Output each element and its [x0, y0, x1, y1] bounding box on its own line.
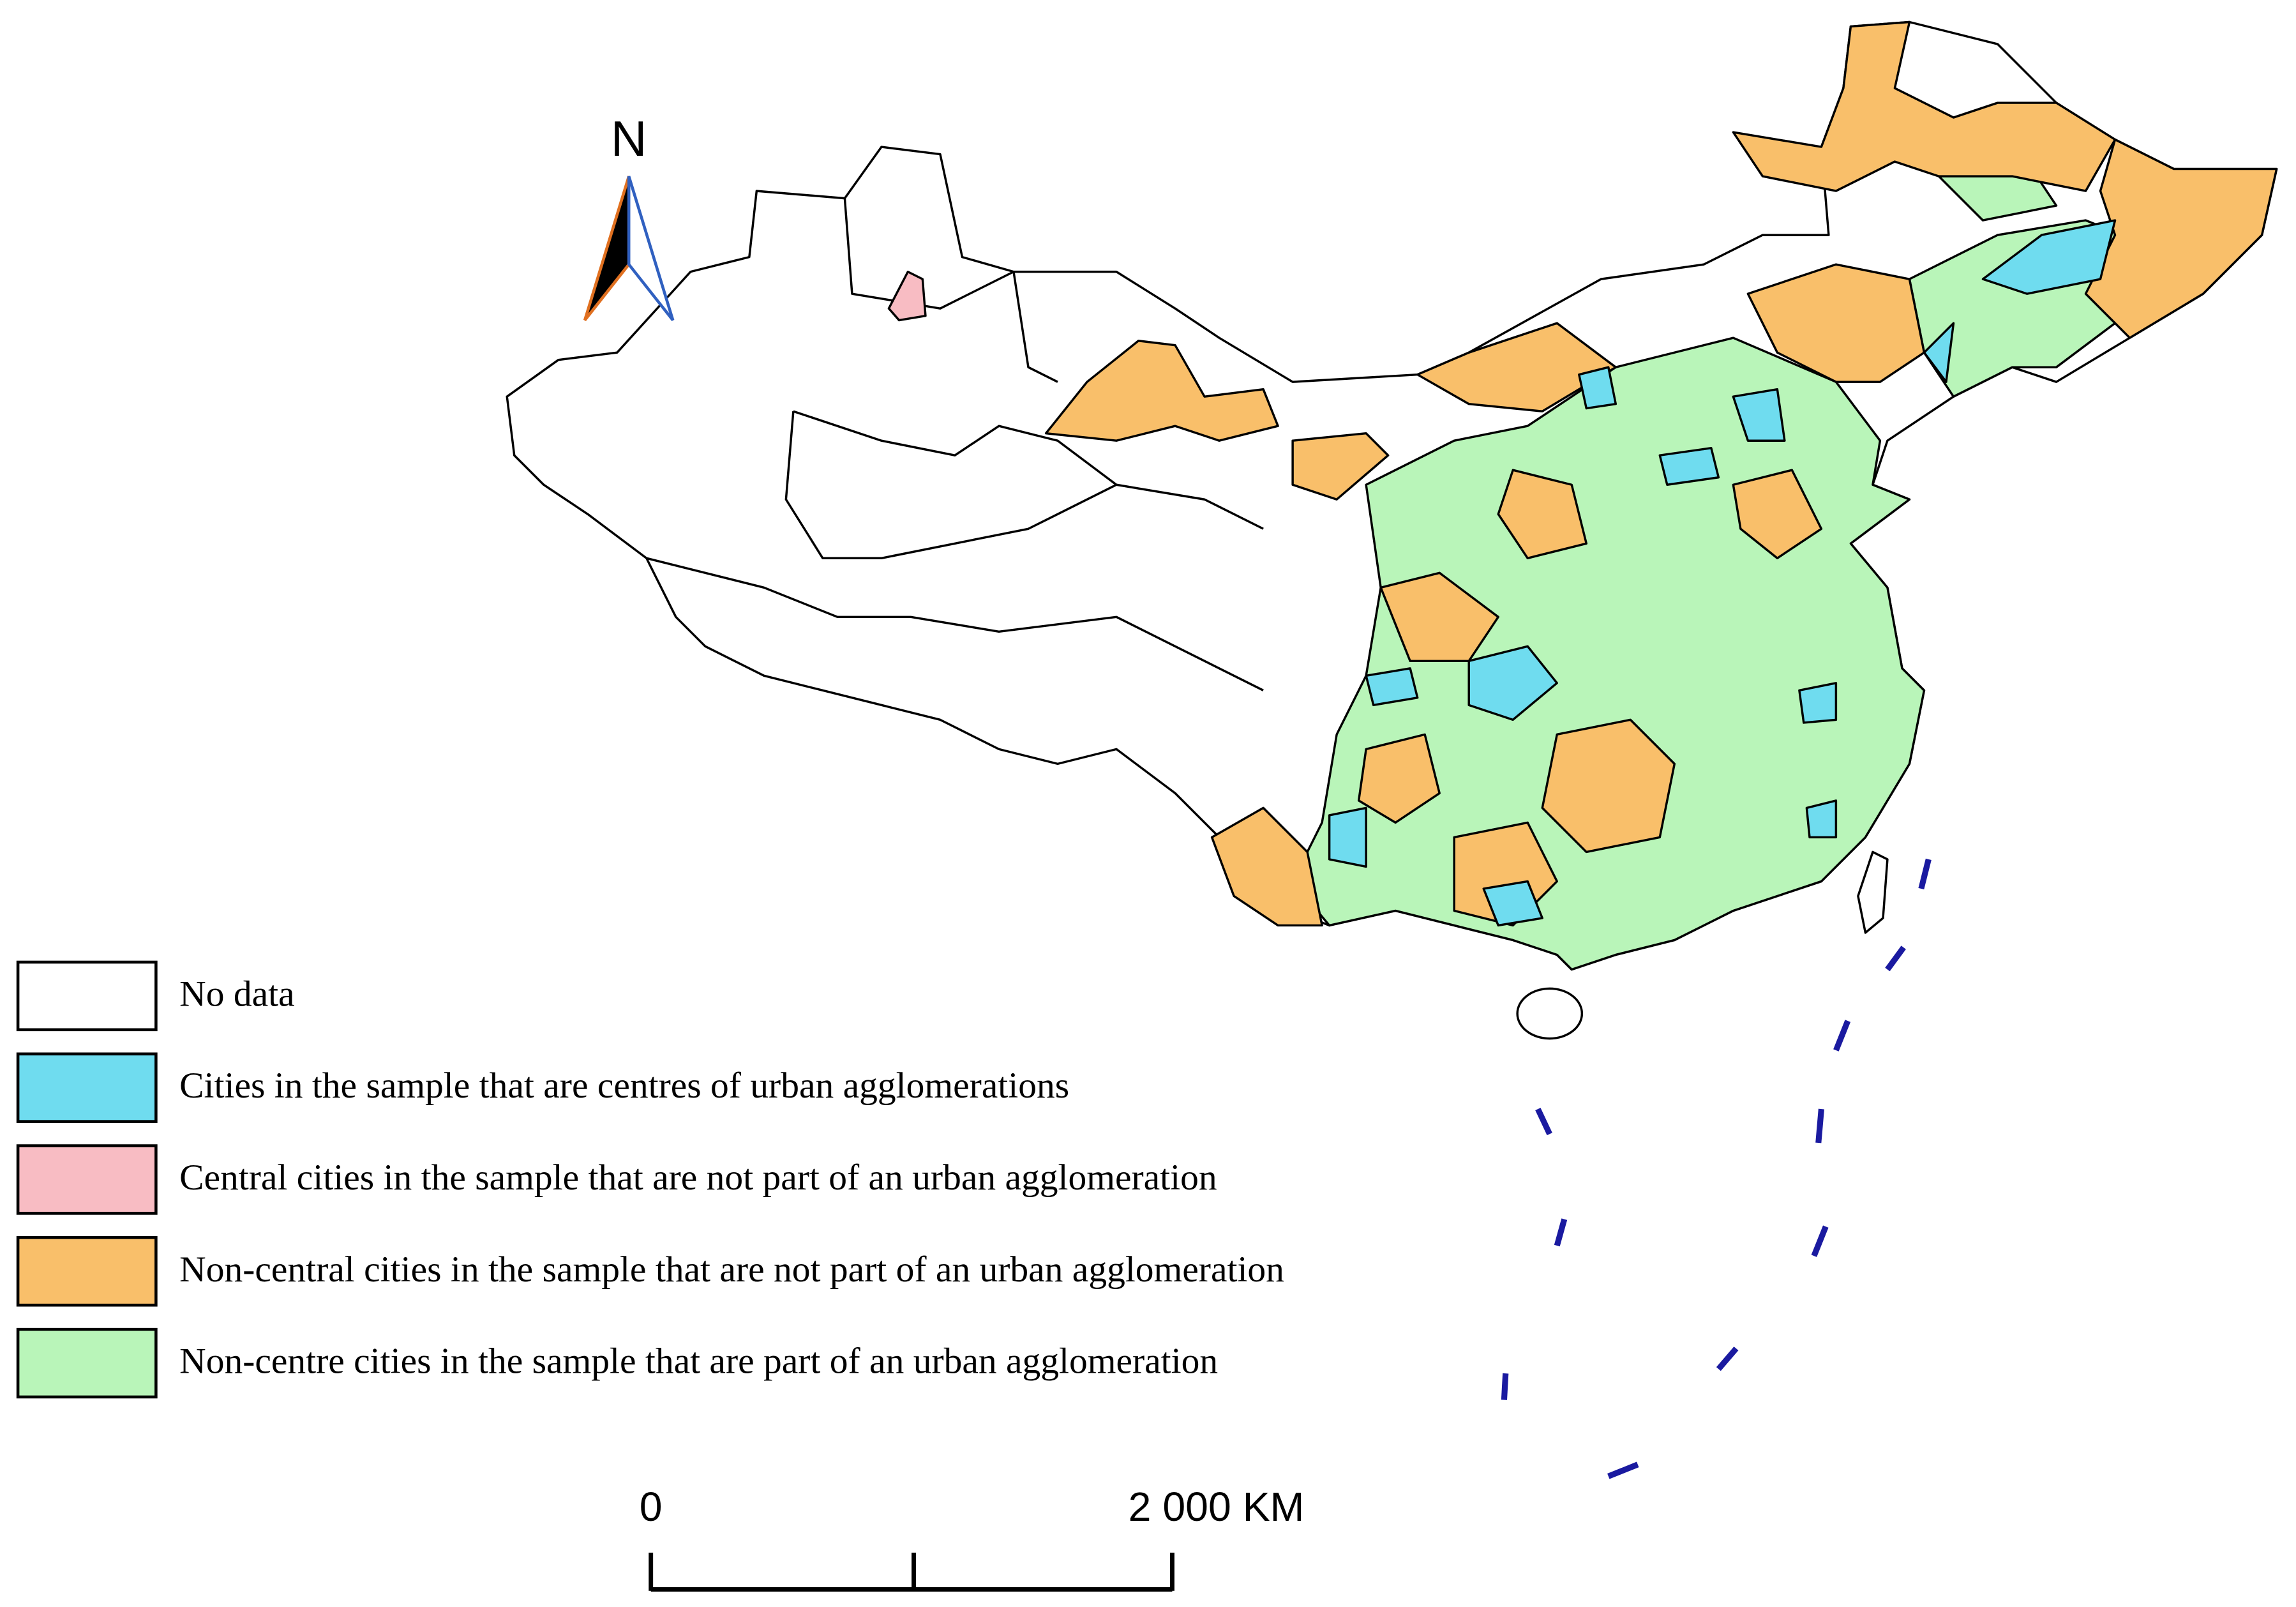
- border: [1012, 271, 1058, 383]
- scale-bar: [649, 1552, 1174, 1592]
- legend-label: Non-centre cities in the sample that are…: [179, 1341, 1218, 1382]
- region-orange: [1416, 322, 1617, 412]
- region-pink: [887, 270, 927, 322]
- region-orange: [1732, 469, 1823, 560]
- north-label: N: [611, 110, 647, 167]
- arrow-half: [627, 176, 675, 321]
- dash-line: [1811, 1225, 1829, 1257]
- legend-label: Central cities in the sample that are no…: [179, 1158, 1217, 1198]
- region-blue: [1805, 799, 1838, 839]
- dash-line: [1535, 1108, 1552, 1136]
- legend-swatch: [16, 960, 158, 1032]
- border: [793, 410, 1264, 530]
- border: [784, 411, 1117, 560]
- scale-label: 2 000 KM: [1129, 1484, 1305, 1530]
- region-blue: [1578, 366, 1617, 410]
- dash-line: [1607, 1461, 1639, 1479]
- north-arrow: N: [583, 110, 675, 321]
- legend-label: Cities in the sample that are centres of…: [179, 1066, 1069, 1106]
- legend-swatch: [16, 1327, 158, 1399]
- region-orange: [1357, 733, 1441, 824]
- dash-line: [1833, 1020, 1851, 1052]
- dash-line: [1885, 946, 1906, 972]
- arrow-half: [583, 176, 631, 321]
- region-orange: [1291, 432, 1390, 501]
- region-orange: [1497, 469, 1587, 560]
- dash-line: [1815, 1108, 1824, 1143]
- region-orange: [1044, 340, 1279, 442]
- region-blue: [1482, 880, 1543, 927]
- region-orange: [1746, 263, 1926, 383]
- legend: No data Cities in the sample that are cen…: [16, 960, 1284, 1399]
- region-blue: [1328, 806, 1367, 868]
- taiwan: [1857, 850, 1889, 934]
- border: [646, 557, 1264, 691]
- region-blue: [1981, 219, 2117, 295]
- region-blue: [1923, 322, 1955, 383]
- region-blue: [1658, 446, 1720, 486]
- dash-line: [1501, 1373, 1509, 1400]
- region-blue: [1732, 388, 1786, 442]
- legend-swatch: [16, 1052, 158, 1123]
- region-blue: [1798, 682, 1838, 724]
- region-orange: [1210, 806, 1323, 927]
- dash-line: [1554, 1218, 1568, 1247]
- region-orange: [1379, 571, 1499, 663]
- map: [506, 20, 2278, 1479]
- region-blue: [1467, 645, 1558, 721]
- region-blue: [1365, 667, 1419, 707]
- legend-swatch: [16, 1144, 158, 1215]
- region-orange: [1541, 718, 1676, 854]
- legend-label: No data: [179, 974, 294, 1014]
- legend-swatch: [16, 1236, 158, 1307]
- hainan: [1516, 987, 1584, 1040]
- scale-label: 0: [640, 1484, 663, 1530]
- dash-line: [1918, 858, 1932, 890]
- legend-label: Non-central cities in the sample that ar…: [179, 1249, 1284, 1290]
- region-orange: [2084, 138, 2278, 339]
- region-orange: [1732, 20, 2117, 192]
- dash-line: [1716, 1347, 1739, 1371]
